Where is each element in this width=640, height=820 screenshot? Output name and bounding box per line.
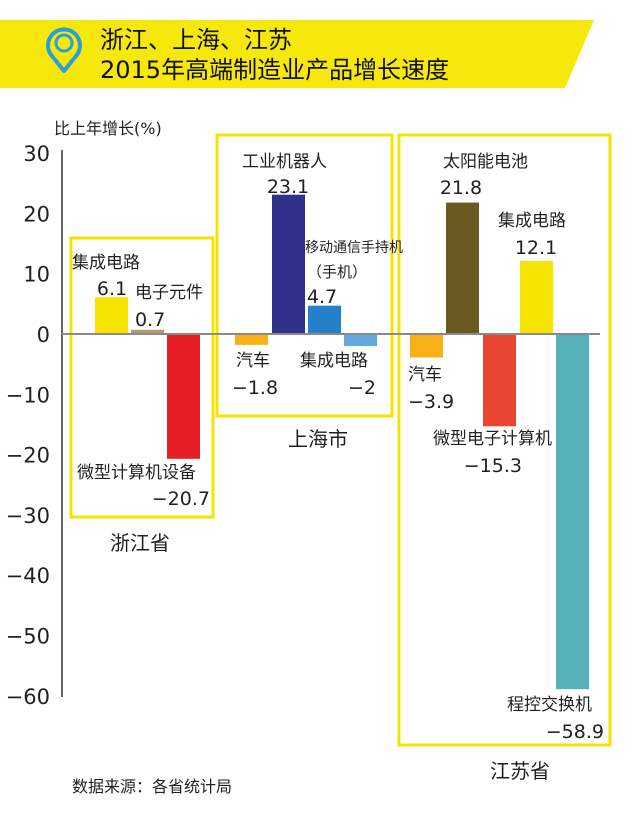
group-label: 浙江省 (110, 531, 170, 555)
bar (167, 334, 200, 459)
bar-category-label: 集成电路 (300, 351, 368, 371)
bar-category-label-2: （手机） (307, 263, 367, 281)
bar-value-label: −15.3 (464, 455, 522, 477)
bar (131, 329, 164, 334)
bar-value-label: 4.7 (307, 286, 337, 308)
bar-value-label: 21.8 (440, 177, 482, 199)
bar (483, 334, 516, 427)
y-tick-label: −20 (6, 444, 50, 468)
location-pin-icon (46, 27, 82, 73)
bar (235, 334, 268, 345)
group-label: 江苏省 (490, 759, 550, 783)
bar-value-label: 12.1 (515, 237, 557, 259)
bar (446, 202, 479, 334)
bar-category-label: 集成电路 (72, 253, 140, 273)
bar-value-label: −58.9 (546, 721, 604, 743)
bar-category-label: 微型电子计算机 (433, 429, 552, 449)
data-source-note: 数据来源：各省统计局 (72, 777, 233, 796)
group-label: 上海市 (288, 427, 348, 451)
bar (556, 334, 589, 690)
bar-category-label: 移动通信手持机 (305, 240, 403, 256)
bar-category-label: 汽车 (236, 351, 270, 371)
y-tick-label: −60 (6, 685, 50, 709)
bar (272, 194, 305, 334)
y-tick-label: 0 (37, 323, 50, 347)
group-box (69, 236, 215, 519)
title-line-2: 2015年高端制造业产品增长速度 (100, 56, 450, 84)
bar-value-label: 6.1 (97, 278, 127, 300)
banner-background (0, 20, 594, 88)
bar (308, 305, 341, 334)
bar-value-label: 23.1 (267, 176, 309, 198)
y-tick-label: −40 (6, 564, 50, 588)
bar-category-label: 电子元件 (135, 283, 203, 303)
bar-category-label: 程控交换机 (507, 695, 592, 715)
bar (344, 334, 377, 347)
bar-value-label: −20.7 (152, 488, 210, 510)
bar-value-label: −2 (348, 377, 376, 399)
y-tick-label: −10 (6, 383, 50, 407)
y-tick-label: 30 (23, 142, 50, 166)
y-tick-label: −30 (6, 504, 50, 528)
bar-category-label: 工业机器人 (242, 152, 327, 172)
group-box (397, 133, 612, 747)
y-axis-label: 比上年增长(%) (54, 119, 162, 138)
title-line-1: 浙江、上海、江苏 (100, 26, 292, 54)
bar-category-label: 集成电路 (498, 211, 566, 231)
bar-category-label: 太阳能电池 (443, 152, 528, 172)
y-tick-label: 10 (23, 263, 50, 287)
bar-category-label: 汽车 (408, 365, 442, 385)
bar (95, 297, 128, 334)
y-tick-label: −50 (6, 625, 50, 649)
group-box (215, 133, 394, 418)
bar (520, 261, 553, 334)
bar-value-label: −1.8 (232, 377, 278, 399)
title-banner (0, 20, 594, 88)
bar (410, 334, 443, 358)
bar-value-label: −3.9 (408, 391, 454, 413)
y-tick-label: 20 (23, 202, 50, 226)
bar-value-label: 0.7 (135, 309, 165, 331)
bar-category-label: 微型计算机设备 (77, 463, 196, 483)
